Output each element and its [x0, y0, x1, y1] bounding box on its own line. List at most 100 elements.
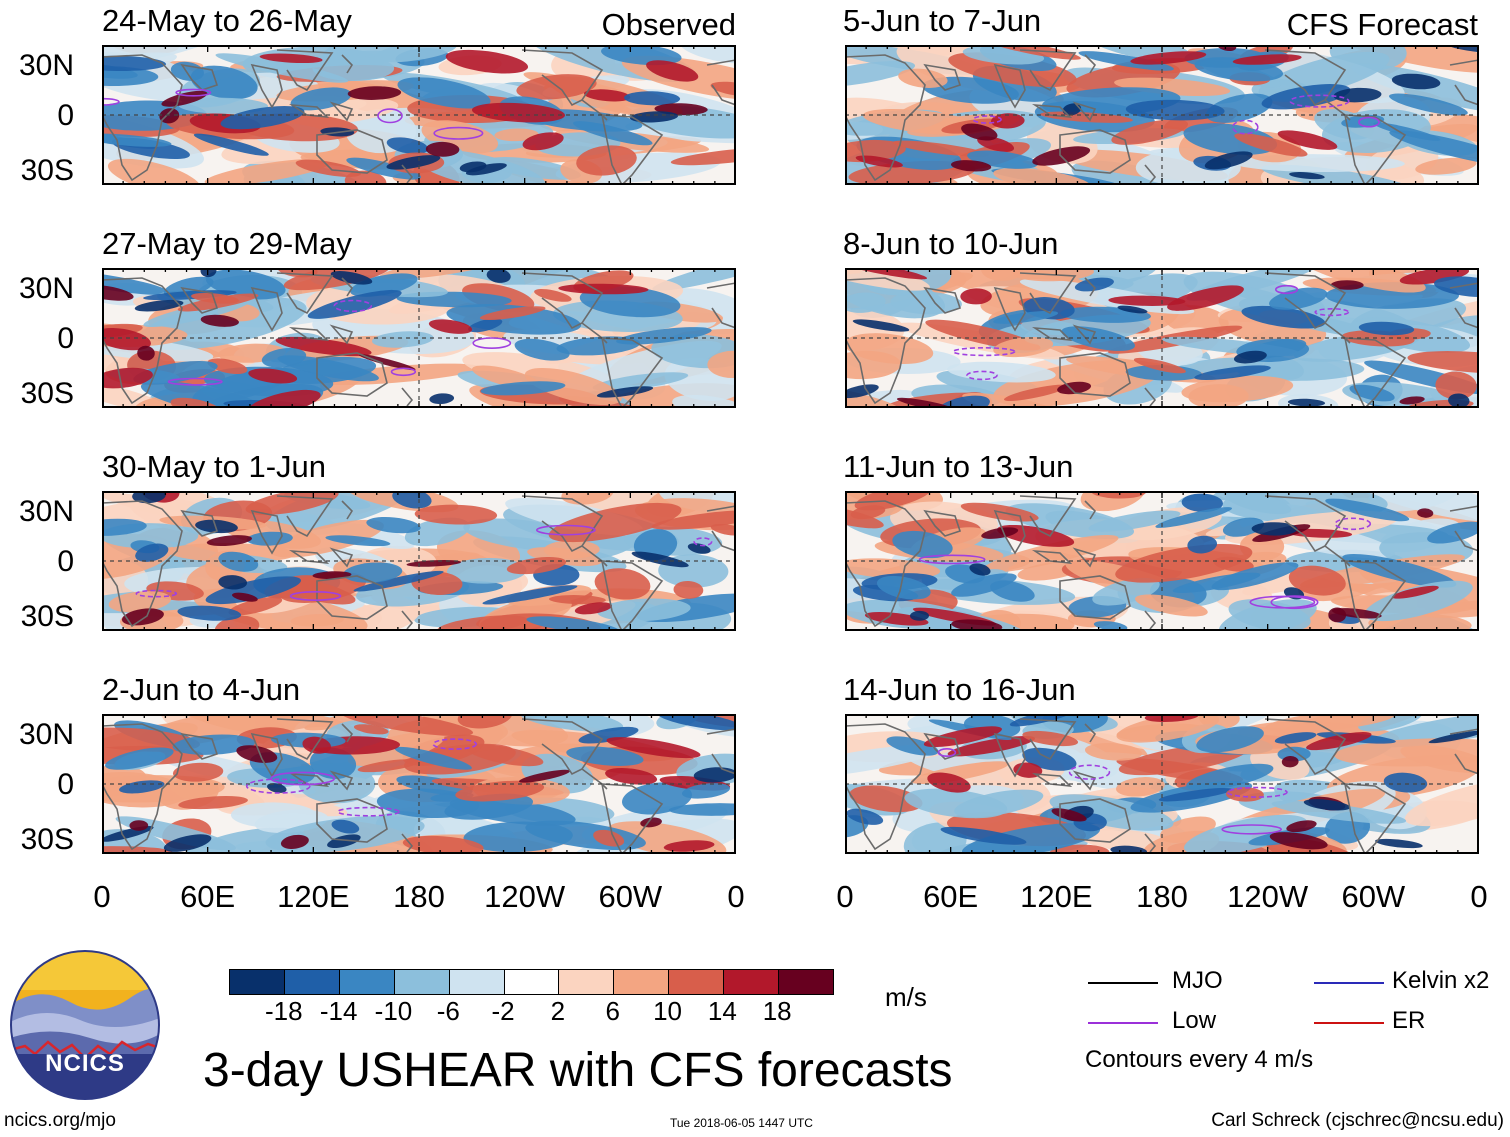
low-contour	[1334, 517, 1372, 531]
colorbar-tick: 6	[605, 996, 620, 1026]
shear-map	[845, 268, 1479, 408]
low-contour	[472, 337, 512, 349]
panel-title: 5-Jun to 7-Jun	[843, 3, 1042, 38]
shear-field	[102, 268, 736, 408]
x-axis-label: 180	[1136, 879, 1188, 914]
colorbar-swatch	[613, 970, 669, 994]
footer-timestamp: Tue 2018-06-05 1447 UTC	[670, 1116, 813, 1130]
colorbar-tick: 2	[550, 996, 566, 1026]
shear-map	[845, 714, 1479, 854]
low-contour	[952, 346, 1016, 357]
low-contour	[966, 370, 998, 381]
panel-title: 2-Jun to 4-Jun	[102, 672, 301, 707]
legend-label: Low	[1172, 1007, 1217, 1034]
low-contour	[1314, 307, 1350, 317]
coastlines	[845, 49, 1479, 185]
y-axis-label: 0	[57, 545, 74, 578]
coastlines	[102, 718, 736, 854]
low-contour	[432, 738, 478, 750]
low-contour	[1068, 764, 1111, 780]
low-contour	[1221, 824, 1283, 835]
low-contour	[937, 747, 957, 757]
ncics-logo: NCICS	[10, 950, 160, 1100]
low-contour	[1226, 786, 1288, 798]
panel-source-label: CFS Forecast	[1286, 7, 1478, 42]
low-contour	[1289, 94, 1350, 108]
shear-map	[845, 45, 1479, 185]
shear-map	[102, 45, 736, 185]
low-contour	[535, 524, 596, 536]
y-axis-label: 0	[57, 99, 74, 132]
contour-note: Contours every 4 m/s	[1085, 1046, 1314, 1073]
shear-field	[102, 491, 736, 631]
panel-title: 30-May to 1-Jun	[102, 449, 326, 484]
low-contour	[433, 126, 484, 140]
colorbar-tick: -14	[319, 996, 358, 1026]
low-contour	[135, 589, 178, 598]
x-axis-label: 60W	[1341, 879, 1406, 914]
legend-label: Kelvin x2	[1392, 967, 1490, 994]
x-axis-label: 0	[727, 879, 745, 914]
shear-map	[845, 491, 1479, 631]
panel-title: 11-Jun to 13-Jun	[843, 449, 1074, 484]
legend-line-low	[1088, 1022, 1158, 1024]
coastlines	[845, 718, 1479, 854]
legend-label: MJO	[1172, 967, 1223, 994]
low-contour	[167, 377, 223, 386]
legend-line-kelvin-x2	[1314, 982, 1384, 984]
low-contour	[1249, 595, 1316, 609]
colorbar-swatch	[230, 970, 284, 994]
low-contour	[390, 367, 417, 377]
low-contour	[972, 115, 1002, 124]
colorbar-swatch	[723, 970, 779, 994]
colorbar	[229, 969, 834, 995]
y-axis-label: 0	[57, 322, 74, 355]
low-contour	[1275, 284, 1299, 295]
coastlines	[102, 272, 736, 408]
colorbar-swatch	[503, 970, 559, 994]
panel-title: 27-May to 29-May	[102, 226, 352, 261]
panel-source-label: Observed	[601, 7, 736, 42]
panel-title: 14-Jun to 16-Jun	[843, 672, 1076, 707]
x-axis-label: 60E	[180, 879, 236, 914]
x-axis-label: 0	[1470, 879, 1488, 914]
low-contour	[337, 806, 400, 817]
y-axis-label: 30S	[20, 154, 74, 187]
colorbar-tick: -18	[265, 996, 303, 1026]
main-title: 3-day USHEAR with CFS forecasts	[203, 1044, 953, 1097]
y-axis-label: 0	[57, 768, 74, 801]
shear-field	[102, 714, 736, 854]
colorbar-tick: 10	[653, 996, 682, 1026]
legend-line-mjo	[1088, 982, 1158, 984]
y-axis-label: 30S	[20, 823, 74, 856]
colorbar-swatch	[558, 970, 614, 994]
colorbar-tick: -2	[491, 996, 515, 1026]
colorbar-swatch	[668, 970, 724, 994]
low-contour	[918, 554, 986, 565]
colorbar-swatch	[283, 970, 339, 994]
low-contour	[175, 88, 212, 97]
y-axis-label: 30N	[18, 49, 74, 82]
y-axis-label: 30N	[18, 718, 74, 751]
low-contour	[1231, 119, 1259, 135]
shear-map	[102, 268, 736, 408]
x-axis-label: 120W	[484, 879, 566, 914]
colorbar-tick: -10	[374, 996, 413, 1026]
colorbar-swatch	[393, 970, 449, 994]
colorbar-tick: 14	[707, 996, 737, 1026]
low-contour	[1358, 116, 1380, 128]
x-axis-label: 0	[836, 879, 854, 914]
low-contour	[377, 108, 403, 124]
colorbar-swatch	[338, 970, 394, 994]
y-axis-label: 30S	[20, 377, 74, 410]
x-axis-label: 120E	[277, 879, 350, 914]
y-axis-label: 30N	[18, 495, 74, 528]
low-contour	[270, 771, 336, 786]
x-axis-label: 120E	[1020, 879, 1093, 914]
footer-author: Carl Schreck (cjschrec@ncsu.edu)	[1211, 1110, 1504, 1131]
colorbar-tick: 18	[762, 996, 792, 1026]
coastlines	[102, 495, 736, 631]
legend-label: ER	[1392, 1007, 1426, 1034]
x-axis-label: 120W	[1227, 879, 1309, 914]
coastlines	[845, 495, 1479, 631]
